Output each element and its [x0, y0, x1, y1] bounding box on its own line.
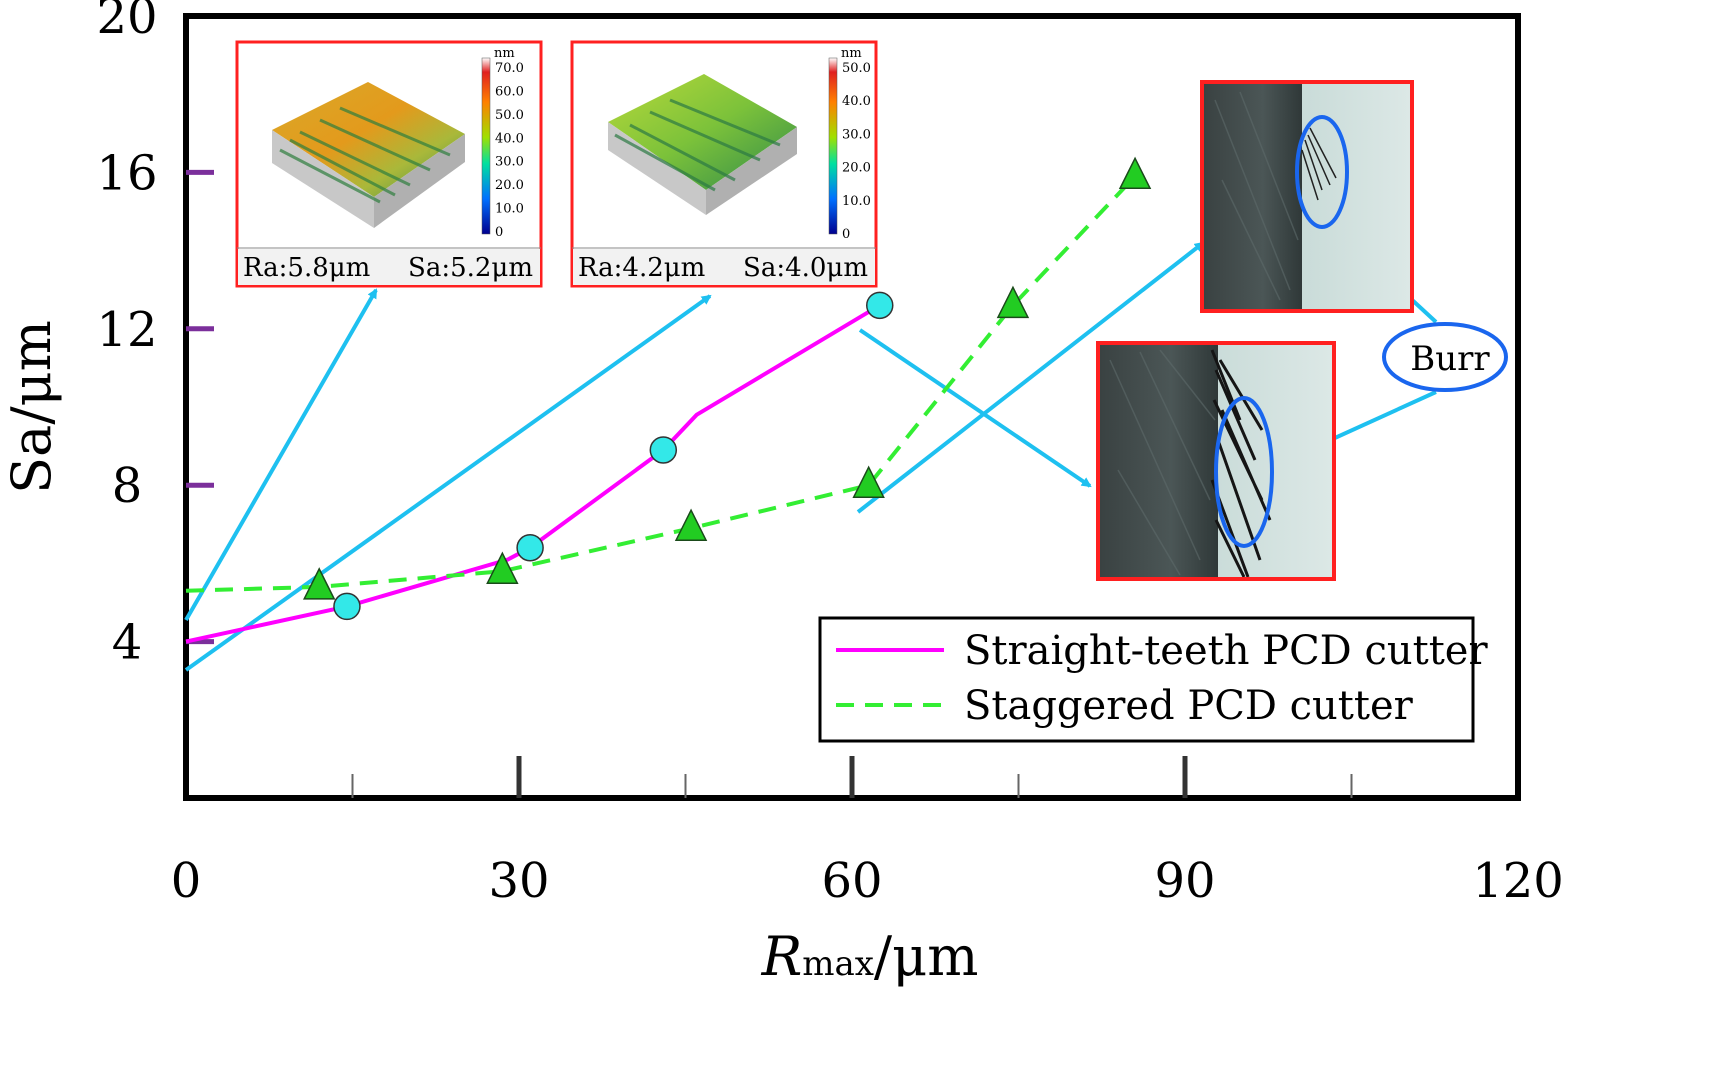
data-point-straight [333, 592, 361, 621]
legend-label-staggered: Staggered PCD cutter [964, 683, 1414, 729]
x-tick-label-30: 30 [488, 853, 549, 909]
colorbar-tick-label: 20.0 [842, 161, 871, 176]
colorbar-unit: nm [494, 46, 515, 61]
data-point-staggered [302, 567, 336, 600]
data-point-straight [866, 291, 894, 320]
inset1-ra-label: Ra:5.8μm [243, 253, 370, 283]
inset-topography-2: 50.0 40.0 30.0 20.0 10.0 0 nm Ra:4.2μm Sa:4.0μ… [570, 40, 878, 288]
burr-ellipse-2 [1214, 396, 1274, 548]
legend: Straight-teeth PCD cutter Staggered PCD … [818, 616, 1488, 743]
colorbar-tick-label: 10.0 [495, 202, 524, 217]
y-tick-label-12: 12 [96, 302, 157, 358]
x-tick-label-0: 0 [171, 853, 202, 909]
surface-plot-2 [608, 74, 797, 190]
y-tick-label-16: 16 [96, 145, 157, 201]
arrow-to-photo2 [858, 328, 1092, 488]
x-axis-label: Rmax/μm [761, 925, 979, 988]
x-tick-label-60: 60 [821, 853, 882, 909]
colorbar-tick-label: 40.0 [495, 131, 524, 146]
data-point-staggered [674, 508, 708, 541]
y-tick-labels: 4 8 12 16 20 [96, 0, 157, 671]
data-point-staggered [486, 551, 519, 584]
colorbar-unit: nm [841, 46, 862, 61]
data-point-staggered [996, 285, 1030, 319]
colorbar-2 [828, 57, 838, 235]
x-tick-label-120: 120 [1472, 853, 1564, 909]
x-tick-label-90: 90 [1154, 853, 1215, 909]
colorbar-tick-label: 50.0 [495, 108, 524, 123]
colorbar-1-labels: 70.0 60.0 50.0 40.0 30.0 20.0 10.0 0 nm [494, 46, 524, 240]
data-point-straight [649, 436, 678, 464]
y-tick-label-20: 20 [96, 0, 157, 45]
y-tick-label-8: 8 [112, 458, 143, 514]
colorbar-tick-label: 0 [495, 225, 503, 240]
svg-text:Burr: Burr [1410, 339, 1490, 379]
data-point-staggered [1118, 156, 1152, 190]
colorbar-tick-label: 30.0 [495, 155, 524, 170]
x-axis-ticks [351, 756, 1353, 798]
colorbar-tick-label: 30.0 [842, 127, 871, 142]
inset2-sa-label: Sa:4.0μm [743, 253, 868, 283]
edge-photo-2 [1096, 341, 1336, 581]
inset-topography-1: 70.0 60.0 50.0 40.0 30.0 20.0 10.0 0 nm Ra:5.8μm… [235, 40, 543, 288]
y-tick-label-4: 4 [112, 615, 143, 671]
arrow-to-inset1 [184, 288, 378, 621]
burr-ellipse-1 [1295, 115, 1349, 229]
colorbar-tick-label: 0 [842, 227, 850, 242]
burr-label: Burr [1382, 322, 1508, 392]
colorbar-tick-label: 10.0 [842, 194, 871, 209]
arrow-to-photo1 [856, 241, 1205, 514]
colorbar-tick-label: 20.0 [495, 178, 524, 193]
surface-plot-1 [272, 82, 465, 197]
series-layer [185, 156, 1152, 644]
legend-label-straight: Straight-teeth PCD cutter [964, 628, 1488, 674]
data-point-staggered [852, 465, 885, 498]
inset2-ra-label: Ra:4.2μm [578, 253, 705, 283]
edge-photo-1 [1200, 80, 1414, 313]
x-tick-labels: 0 30 60 90 120 [171, 853, 1564, 909]
colorbar-2-labels: 50.0 40.0 30.0 20.0 10.0 0 nm [841, 46, 871, 242]
arrow-to-inset2 [184, 294, 712, 672]
colorbar-tick-label: 70.0 [495, 61, 524, 76]
colorbar-1 [481, 57, 491, 235]
data-point-straight [516, 534, 544, 562]
colorbar-tick-label: 60.0 [495, 84, 524, 99]
inset1-sa-label: Sa:5.2μm [408, 253, 533, 283]
colorbar-tick-label: 50.0 [842, 61, 871, 76]
y-axis-label: Sa/μm [0, 320, 63, 494]
colorbar-tick-label: 40.0 [842, 94, 871, 109]
